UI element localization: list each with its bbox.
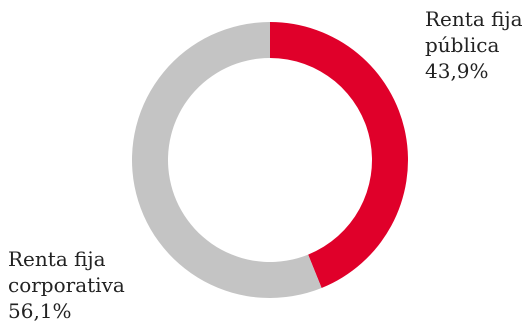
slice-label-corporativa-line-1: Renta fija xyxy=(8,247,106,271)
slice-renta-fija-corporativa xyxy=(132,22,322,298)
donut-slices xyxy=(132,22,409,298)
slice-renta-fija-publica xyxy=(270,22,409,288)
slice-value-corporativa: 56,1% xyxy=(8,299,72,323)
slice-label-corporativa-line-2: corporativa xyxy=(8,273,125,297)
slice-label-publica: Renta fija pública 43,9% xyxy=(425,7,529,83)
slice-value-publica: 43,9% xyxy=(425,59,489,83)
slice-label-publica-line-2: pública xyxy=(425,33,499,57)
slice-label-publica-line-1: Renta fija xyxy=(425,7,523,31)
slice-label-corporativa: Renta fija corporativa 56,1% xyxy=(8,247,131,323)
